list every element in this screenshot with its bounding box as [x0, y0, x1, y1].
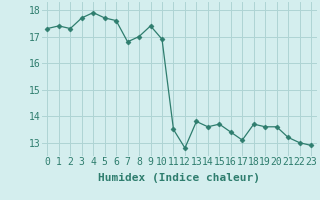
X-axis label: Humidex (Indice chaleur): Humidex (Indice chaleur)	[98, 173, 260, 183]
